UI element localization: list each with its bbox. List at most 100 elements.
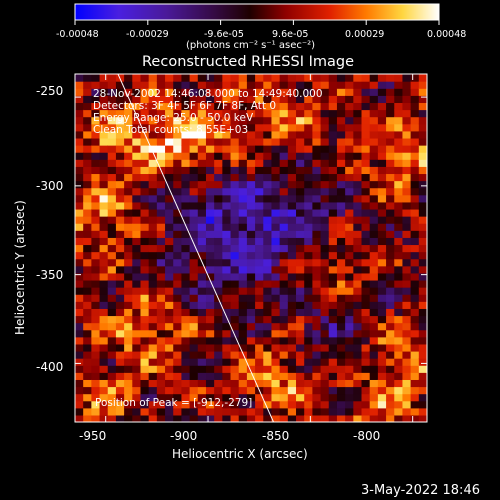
heatmap-cell <box>230 180 240 189</box>
colorbar <box>74 3 440 21</box>
heatmap-cell <box>148 329 158 338</box>
heatmap-cell <box>75 216 84 224</box>
heatmap-cell <box>410 244 420 253</box>
heatmap-cell <box>132 116 142 125</box>
heatmap-cell <box>353 287 363 295</box>
heatmap-cell <box>312 358 322 366</box>
heatmap-cell <box>369 272 379 281</box>
heatmap-cell <box>304 393 313 402</box>
heatmap-cell <box>312 194 322 203</box>
heatmap-cell <box>230 102 240 111</box>
heatmap-cell <box>271 244 281 253</box>
heatmap-cell <box>410 279 420 288</box>
heatmap-cell <box>115 308 125 317</box>
heatmap-cell <box>296 358 305 366</box>
heatmap-cell <box>214 109 223 118</box>
heatmap-cell <box>287 315 297 324</box>
x-tick-label: -800 <box>353 429 381 443</box>
heatmap-cell <box>410 350 420 359</box>
heatmap-cell <box>271 95 281 104</box>
heatmap-cell <box>165 201 174 210</box>
heatmap-cell <box>83 81 92 89</box>
heatmap-cell <box>238 272 248 281</box>
heatmap-cell <box>173 201 183 210</box>
heatmap-cell <box>263 400 273 409</box>
heatmap-cell <box>132 400 142 409</box>
plot-frame <box>74 73 428 423</box>
heatmap-cell <box>271 287 281 295</box>
heatmap-cell <box>312 109 322 118</box>
heatmap-cell <box>410 145 420 153</box>
heatmap-cell <box>124 393 133 402</box>
heatmap-cell <box>222 109 232 118</box>
heatmap-cell <box>214 407 223 416</box>
heatmap-cell <box>148 358 158 366</box>
heatmap-cell <box>336 350 346 359</box>
heatmap-cell <box>369 400 379 409</box>
heatmap-cell <box>238 130 248 139</box>
heatmap-cell <box>296 137 305 146</box>
heatmap-cell <box>181 365 191 373</box>
heatmap-cell <box>377 287 387 295</box>
heatmap-cell <box>320 301 330 309</box>
heatmap-cell <box>165 350 174 359</box>
heatmap-cell <box>156 265 166 274</box>
heatmap-cell <box>410 287 420 295</box>
heatmap-cell <box>132 152 142 160</box>
heatmap-cell <box>132 123 142 132</box>
heatmap-cell <box>107 393 117 402</box>
heatmap-cell <box>271 251 281 260</box>
heatmap-cell <box>83 216 92 224</box>
heatmap-cell <box>271 74 281 82</box>
heatmap-cell <box>156 294 166 302</box>
heatmap-cell <box>255 109 264 118</box>
heatmap-cell <box>402 301 412 309</box>
heatmap-cell <box>148 223 158 231</box>
heatmap-cell <box>230 272 240 281</box>
heatmap-cell <box>132 301 142 309</box>
heatmap-cell <box>255 145 264 153</box>
heatmap-cell <box>369 116 379 125</box>
heatmap-cell <box>320 74 330 82</box>
heatmap-cell <box>83 145 92 153</box>
heatmap-cell <box>214 152 223 160</box>
heatmap-cell <box>255 265 264 274</box>
heatmap-cell <box>353 208 363 217</box>
heatmap-cell <box>328 400 338 409</box>
heatmap-cell <box>353 244 363 253</box>
heatmap-cell <box>361 287 371 295</box>
heatmap-cell <box>222 336 232 345</box>
heatmap-cell <box>287 308 297 317</box>
heatmap-cell <box>140 336 150 345</box>
heatmap-cell <box>189 265 199 274</box>
heatmap-cell <box>320 414 330 422</box>
heatmap-cell <box>369 223 379 231</box>
heatmap-cell <box>189 336 199 345</box>
heatmap-cell <box>148 201 158 210</box>
heatmap-cell <box>345 407 354 416</box>
heatmap-cell <box>246 322 256 331</box>
heatmap-cell <box>246 81 256 89</box>
heatmap-cell <box>246 336 256 345</box>
heatmap-cell <box>287 216 297 224</box>
heatmap-cell <box>75 414 84 422</box>
heatmap-cell <box>394 272 404 281</box>
heatmap-cell <box>214 386 223 395</box>
heatmap-cell <box>345 166 354 175</box>
heatmap-cell <box>107 251 117 260</box>
heatmap-cell <box>320 251 330 260</box>
heatmap-cell <box>91 116 101 125</box>
heatmap-cell <box>369 130 379 139</box>
heatmap-cell <box>418 258 427 267</box>
heatmap-cell <box>418 308 427 317</box>
heatmap-cell <box>312 414 322 422</box>
heatmap-cell <box>271 279 281 288</box>
heatmap-cell <box>214 237 223 246</box>
heatmap-cell <box>140 173 150 182</box>
heatmap-cell <box>124 386 133 395</box>
heatmap-cell <box>386 74 395 82</box>
heatmap-cell <box>271 130 281 139</box>
heatmap-cell <box>279 265 289 274</box>
heatmap-cell <box>304 358 313 366</box>
heatmap-cell <box>287 294 297 302</box>
